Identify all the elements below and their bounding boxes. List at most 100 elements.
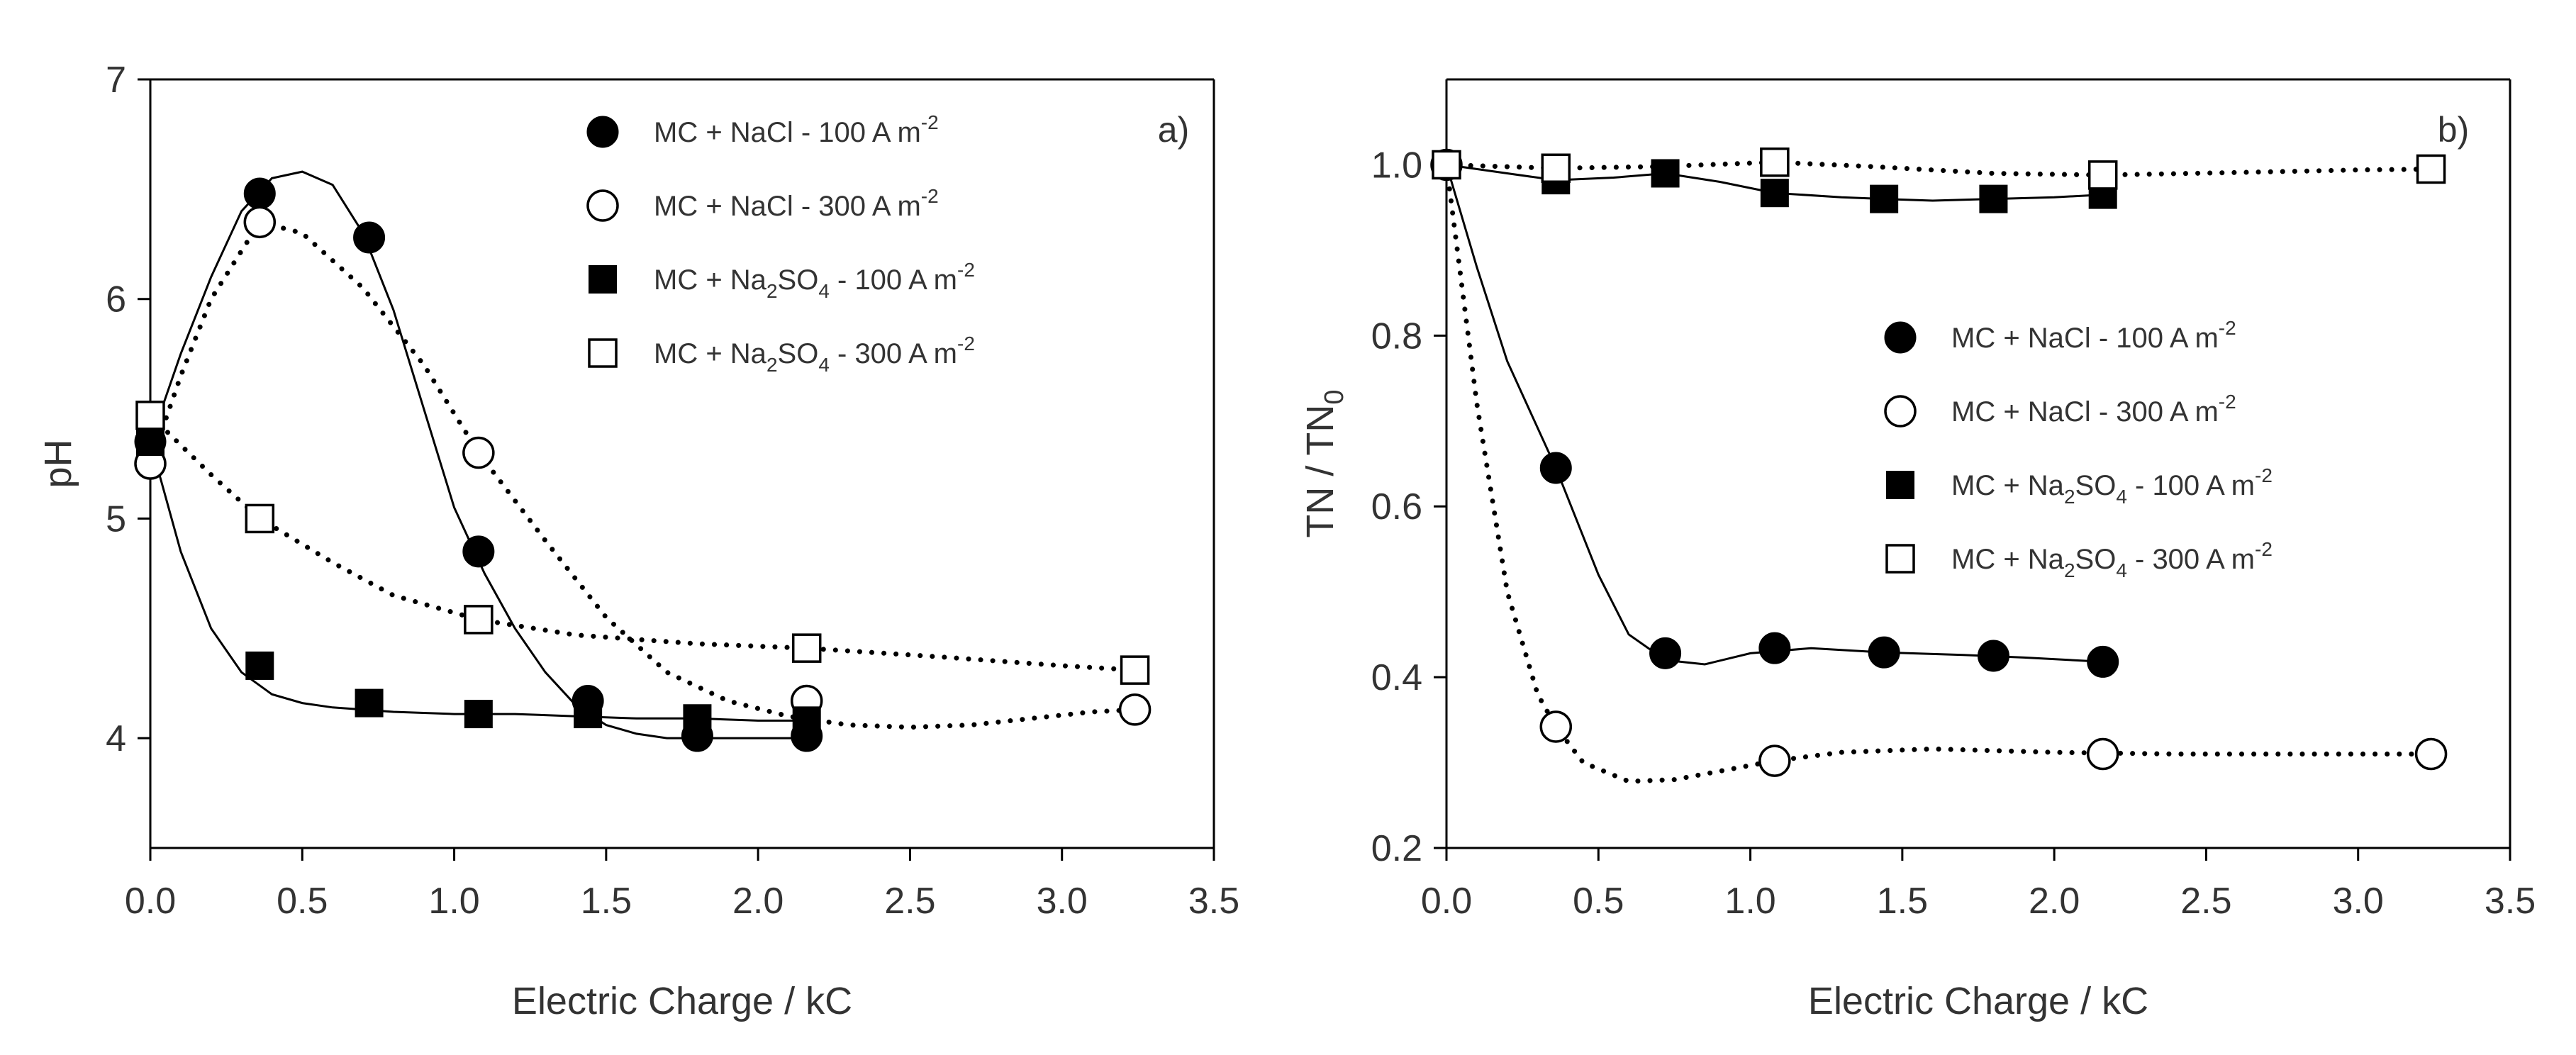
legend-label-a-2: MC + Na2SO4 - 100 A m-2: [654, 259, 975, 302]
legend-text-sup-a-0: -2: [921, 111, 939, 133]
data-point-b-s1-4: [2414, 737, 2448, 771]
legend-text-main-a-1: MC + NaCl - 300 A m: [654, 191, 921, 222]
legend-a: MC + NaCl - 100 A m-2 MC + NaCl - 300 A m…: [586, 111, 975, 376]
data-point-a-s3-1: [245, 503, 275, 534]
legend-text-sub-a-2: 2: [766, 280, 778, 302]
legend-label-b-3: MC + Na2SO4 - 300 A m-2: [1951, 538, 2273, 581]
legend-text-sub-b-2: 2: [2064, 486, 2075, 508]
data-point-b-s0-1: [1539, 452, 1572, 484]
y-tick-label-a-0: 4: [106, 718, 126, 759]
chart-panel-a: 0.0 0.5 1.0 1.5 2.0 2.5 3.0 3.5 4 5 6 7 Electric Cha…: [37, 60, 1239, 1022]
x-tick-label-b-1: 0.5: [1573, 881, 1624, 922]
legend-label-a-0: MC + NaCl - 100 A m-2: [654, 111, 939, 148]
legend-text-sup-b-2: -2: [2255, 464, 2273, 486]
y-axis-label-sub-b: 0: [1320, 389, 1349, 404]
legend-text-main-a-2: MC + Na: [654, 264, 767, 296]
legend-text-mid-a-2: SO: [778, 264, 819, 296]
legend-text-sup-b-0: -2: [2219, 317, 2236, 339]
legend-text-tail-b-3: - 300 A m: [2127, 544, 2255, 575]
y-tick-label-b-2: 0.6: [1371, 486, 1422, 528]
legend-b: MC + NaCl - 100 A m-2MC + NaCl - 300 A m…: [1884, 317, 2273, 581]
data-point-b-s3-4: [2416, 154, 2446, 184]
x-tick-label-b-4: 2.0: [2029, 881, 2080, 922]
legend-text-sup-b-1: -2: [2219, 391, 2236, 413]
y-tick-label-a-3: 7: [106, 60, 126, 101]
data-point-b-s0-6: [2087, 645, 2119, 678]
data-point-b-s1-1: [1539, 710, 1573, 743]
data-point-a-s2-5: [683, 704, 712, 733]
data-point-a-s1-2: [462, 436, 495, 469]
legend-text-mid-b-2: SO: [2075, 470, 2117, 501]
chart-panel-b: 0.0 0.5 1.0 1.5 2.0 2.5 3.0 3.5 0.2 0.4 0.6 0.8 1.0 E…: [1299, 78, 2536, 1022]
legend-marker-b-2: [1886, 471, 1914, 499]
data-point-b-s0-3: [1758, 632, 1791, 664]
data-point-a-s2-0: [136, 428, 165, 457]
x-tick-label-b-0: 0.0: [1421, 881, 1472, 922]
x-tick-label-a-2: 1.0: [428, 881, 479, 922]
data-point-b-s2-4: [1870, 184, 1899, 213]
data-point-b-s2-5: [1979, 184, 2008, 213]
data-point-a-s3-0: [135, 401, 165, 430]
legend-text-main-b-3: MC + Na: [1951, 544, 2065, 575]
data-point-b-s2-3: [1760, 179, 1789, 208]
x-tick-label-a-0: 0.0: [125, 881, 176, 922]
legend-text-sup-a-1: -2: [921, 185, 939, 207]
series-curve-b-1: [1444, 162, 2434, 784]
data-point-a-s2-6: [792, 706, 821, 735]
legend-marker-a-3: [588, 338, 618, 368]
legend-marker-a-0: [586, 116, 619, 148]
data-point-a-s3-2: [464, 605, 494, 635]
legend-text-sup-a-3: -2: [957, 333, 975, 355]
data-point-a-s2-3: [464, 700, 493, 729]
x-tick-label-a-1: 0.5: [277, 881, 328, 922]
legend-text-main-b-2: MC + Na: [1951, 470, 2065, 501]
legend-label-b-0: MC + NaCl - 100 A m-2: [1951, 317, 2236, 354]
legend-text-tail-b-2: - 100 A m: [2127, 470, 2255, 501]
data-point-b-s2-2: [1651, 159, 1680, 188]
x-tick-label-a-3: 1.5: [581, 881, 632, 922]
y-axis-label-text-a: pH: [37, 439, 79, 488]
panel-label-b: b): [2438, 110, 2469, 150]
legend-label-b-1: MC + NaCl - 300 A m-2: [1951, 391, 2236, 428]
legend-marker-a-1: [586, 189, 619, 222]
y-tick-label-a-2: 6: [106, 279, 126, 320]
y-tick-label-a-1: 5: [106, 498, 126, 540]
data-point-b-s0-2: [1649, 637, 1682, 669]
data-point-a-s0-1: [243, 177, 276, 210]
data-point-b-s1-3: [2086, 737, 2119, 771]
legend-text-main-a-3: MC + Na: [654, 338, 767, 369]
data-point-b-s0-4: [1868, 636, 1900, 669]
legend-text-sub-a-3: 2: [766, 354, 778, 376]
data-point-b-s3-0: [1432, 150, 1461, 180]
legend-text-sub2-a-2: 4: [818, 280, 830, 302]
series-curve-a-2: [149, 441, 807, 722]
data-point-a-s0-3: [462, 535, 495, 568]
legend-text-sup-b-3: -2: [2255, 538, 2273, 560]
series-curve-b-3: [1444, 160, 2434, 178]
y-axis-label-main-b: TN / TN: [1299, 405, 1342, 538]
y-axis-label-b: TN / TN0: [1299, 389, 1349, 537]
x-tick-label-a-7: 3.5: [1188, 881, 1239, 922]
data-point-b-s3-3: [2087, 160, 2118, 190]
y-tick-label-b-4: 1.0: [1371, 145, 1422, 186]
legend-text-tail-a-2: - 100 A m: [830, 264, 957, 296]
legend-text-sup-a-2: -2: [957, 259, 975, 281]
data-point-b-s0-5: [1977, 640, 2009, 672]
data-point-a-s3-4: [1120, 655, 1150, 685]
x-tick-label-a-6: 3.0: [1037, 881, 1088, 922]
series-curve-b-0: [1445, 164, 2103, 666]
legend-text-sub2-a-3: 4: [818, 354, 830, 376]
x-tick-label-b-2: 1.0: [1724, 881, 1775, 922]
x-tick-label-b-5: 2.5: [2180, 881, 2231, 922]
legend-label-a-3: MC + Na2SO4 - 300 A m-2: [654, 333, 975, 376]
data-point-a-s2-4: [574, 700, 603, 729]
data-point-b-s3-1: [1541, 153, 1571, 184]
legend-text-main-b-0: MC + NaCl - 100 A m: [1951, 323, 2219, 354]
legend-text-main-b-1: MC + NaCl - 300 A m: [1951, 396, 2219, 428]
x-tick-label-a-4: 2.0: [732, 881, 784, 922]
legend-marker-b-0: [1884, 321, 1917, 354]
data-point-b-s3-2: [1760, 147, 1790, 177]
legend-text-sub2-b-3: 4: [2116, 559, 2127, 581]
x-tick-label-b-6: 3.0: [2333, 881, 2384, 922]
legend-text-mid-a-3: SO: [778, 338, 819, 369]
